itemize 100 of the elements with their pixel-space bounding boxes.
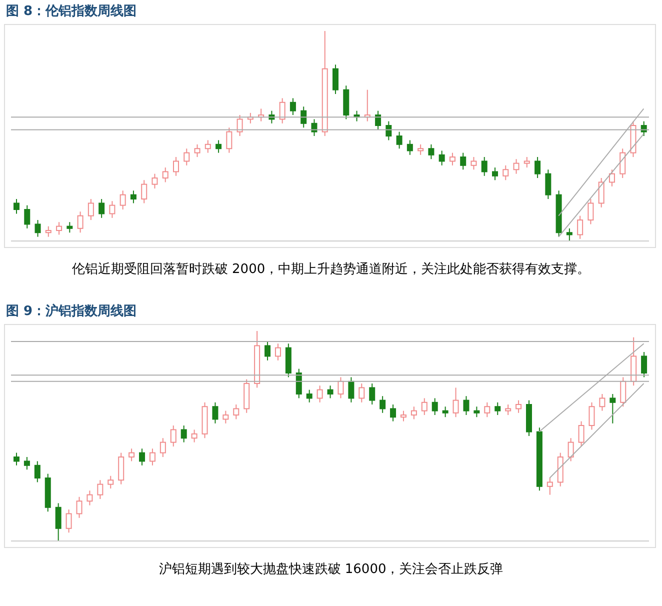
candlestick [578,420,584,447]
candlestick [66,509,72,534]
candlestick [481,156,488,176]
candlestick [226,127,232,154]
candlestick [566,228,572,241]
candlestick [160,438,166,458]
candlestick [118,452,124,485]
candlestick [149,448,156,466]
candlestick [300,106,307,128]
candlestick [516,400,522,414]
candlestick [505,404,512,416]
candlestick [438,150,445,166]
candlestick [598,178,604,208]
candlestick [620,376,626,408]
candlestick [141,180,148,204]
candlestick [400,410,406,422]
candlestick [24,204,30,229]
candlestick [599,394,606,412]
candlestick [463,396,470,416]
candlestick [97,480,104,500]
candlestick [108,475,114,489]
candlestick [338,376,344,399]
candlestick [474,406,480,418]
candlestick [306,389,312,403]
candlestick [524,156,530,168]
candlestick [88,198,94,220]
text: 伦铝近期受阻回落暂时跌破 2000，中期上升趋势通道附近，关注此处能否获得有效支撑。 [70,261,592,278]
candlestick [641,352,648,378]
candlestick [98,198,105,218]
candlestick [55,502,62,541]
candlestick [66,222,73,234]
candlestick [233,404,240,420]
candlestick [502,164,509,181]
candlestick [375,110,382,130]
candlestick [204,140,211,154]
candlestick [274,343,281,361]
candlestick [470,156,477,170]
candlestick [588,402,595,430]
candlestick [311,118,318,136]
candlestick [513,158,520,174]
candlestick [452,387,459,418]
candlestick [76,496,82,518]
text: 沪铝短期遇到较大抛盘快速跌破 16000，关注会否止跌反弹 [158,561,504,578]
candlestick [546,478,553,496]
candlestick [191,429,198,443]
candlestick [358,383,365,403]
candlestick [380,396,386,414]
candlestick [332,64,338,94]
candlestick [279,98,286,124]
candlestick [577,215,584,240]
candlestick [442,406,448,418]
candlestick [14,452,20,466]
chart-title: 图 9：沪铝指数周线图 [5,302,138,321]
candlestick [608,169,615,187]
candlestick [222,410,229,424]
candlestick [369,383,376,405]
candlestick [449,152,456,166]
candlestick [406,140,413,156]
candlestick [316,385,323,403]
candlestick [194,144,200,158]
candlestick [212,402,218,424]
candlestick [428,144,434,160]
candlestick [348,376,354,403]
candlestick [386,120,392,141]
candlestick [492,167,498,181]
candlestick [264,341,271,361]
candlestick [45,226,52,238]
candlestick [216,140,222,154]
candlestick [610,394,616,424]
candlestick [162,167,168,183]
candlestick [128,448,135,462]
candlestick [34,460,40,483]
candlestick [24,456,30,470]
candlestick [327,385,334,399]
candlestick [588,198,594,225]
candlestick [432,398,438,416]
candlestick [460,152,466,170]
candlestick [290,98,296,116]
candlestick [390,404,396,422]
candlestick [534,156,541,178]
candlestick [152,173,158,189]
candlestick [568,438,574,462]
candlestick [180,425,187,443]
candlestick [184,148,190,166]
candlestick [170,425,176,447]
chart-title: 图 8：伦铝指数周线图 [5,3,138,21]
candlestick [410,406,417,420]
candlestick [236,114,243,136]
candlestick [545,169,552,200]
candlestick [130,190,136,204]
candlestick [56,222,62,236]
candlestick [296,368,302,399]
candlestick [484,402,490,418]
candlestick [421,398,428,416]
candlestick [396,131,402,150]
candlestick [34,220,41,238]
candlestick [86,490,93,506]
candlestick [418,144,424,156]
candlestick [173,156,179,176]
candlestick [109,200,116,218]
